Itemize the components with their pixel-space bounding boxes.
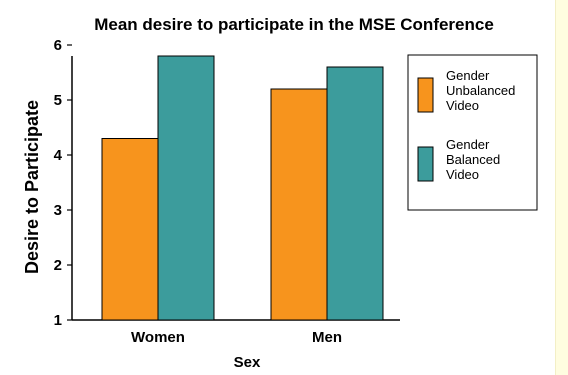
legend-label-line: Gender [446, 68, 490, 83]
y-tick-label: 4 [54, 147, 63, 164]
legend-label-line: Balanced [446, 152, 500, 167]
y-tick-label: 3 [54, 202, 62, 219]
y-tick-label: 2 [54, 257, 62, 274]
x-axis-label: Sex [234, 354, 261, 371]
bar-men-series-2 [326, 66, 384, 321]
y-tick-label: 5 [54, 92, 62, 109]
y-tick-label: 1 [54, 312, 62, 329]
y-axis-label: Desire to Participate [22, 100, 42, 274]
chart-title: Mean desire to participate in the MSE Co… [94, 15, 494, 34]
legend-label-line: Unbalanced [446, 83, 515, 98]
y-tick-label: 6 [54, 37, 62, 54]
bar-chart: Mean desire to participate in the MSE Co… [22, 15, 538, 371]
x-tick-label: Men [312, 329, 342, 346]
legend-swatch-1 [417, 77, 434, 113]
legend-box [407, 54, 538, 211]
legend-label-line: Gender [446, 137, 490, 152]
bar-women-series-2 [157, 55, 215, 321]
bar-men-series-1 [270, 88, 328, 321]
x-tick-label: Women [131, 329, 185, 346]
right-edge-stripe [555, 0, 568, 375]
legend-swatch-2 [417, 146, 434, 182]
bar-women-series-1 [101, 138, 159, 321]
plot-area: 1 2 3 4 5 6 Women Men [54, 37, 400, 346]
legend-label-line: Video [446, 98, 479, 113]
legend-label-line: Video [446, 167, 479, 182]
